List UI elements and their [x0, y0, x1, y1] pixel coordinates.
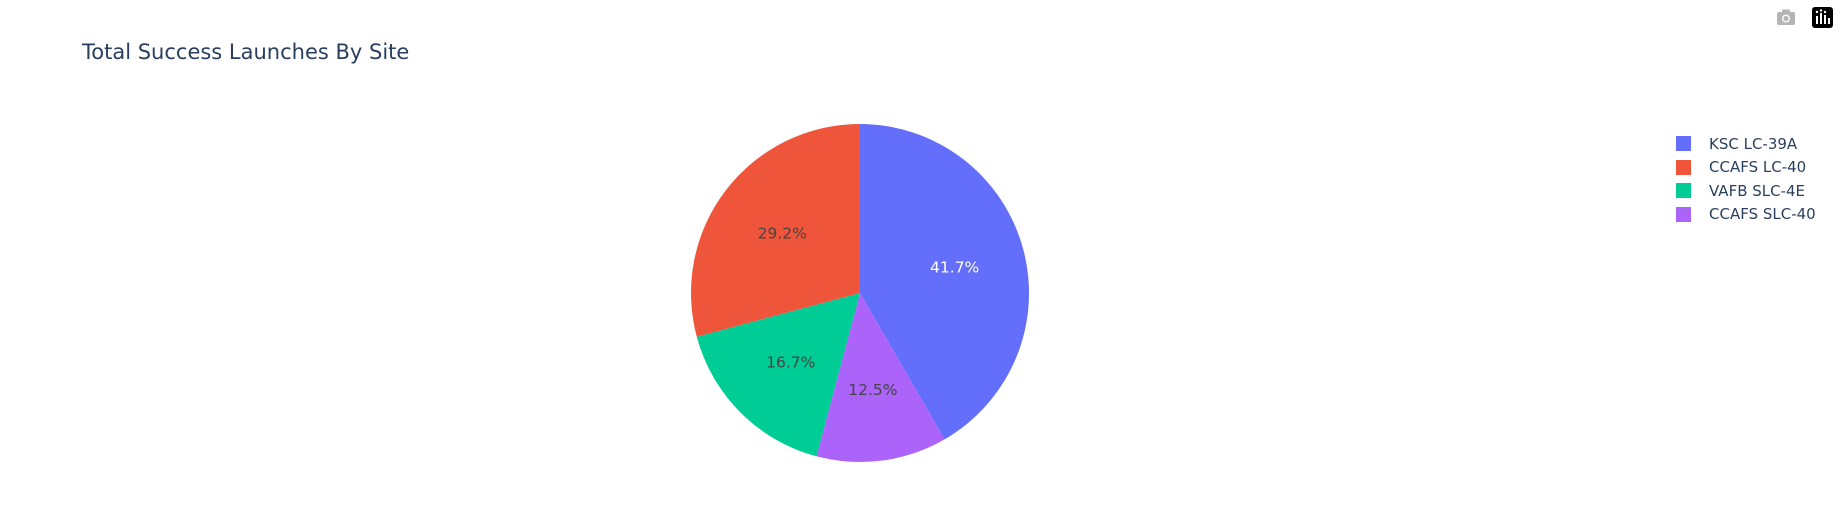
download-plot-button[interactable] — [1775, 6, 1797, 28]
legend-swatch — [1676, 159, 1691, 175]
legend-item-ksc-lc-39a[interactable]: KSC LC-39A — [1676, 132, 1816, 156]
legend-swatch — [1676, 206, 1691, 222]
legend-swatch — [1676, 183, 1691, 199]
legend-item-ccafs-slc-40[interactable]: CCAFS SLC-40 — [1676, 203, 1816, 227]
legend-label: VAFB SLC-4E — [1709, 181, 1806, 200]
legend-label: KSC LC-39A — [1709, 134, 1798, 153]
legend: KSC LC-39A CCAFS LC-40 VAFB SLC-4E CCAFS… — [1676, 132, 1816, 226]
legend-label: CCAFS SLC-40 — [1709, 205, 1816, 224]
chart-title: Total Success Launches By Site — [82, 40, 410, 64]
pie-slice-ksc-lc-39a[interactable] — [860, 124, 1029, 440]
modebar — [1775, 6, 1833, 28]
slice-label: 16.7% — [766, 353, 815, 371]
slice-label: 12.5% — [848, 381, 897, 399]
legend-item-ccafs-lc-40[interactable]: CCAFS LC-40 — [1676, 156, 1816, 180]
slice-label: 29.2% — [758, 224, 807, 242]
slice-label: 41.7% — [930, 259, 979, 277]
plotly-logo-icon — [1811, 6, 1833, 28]
plotly-logo-button[interactable] — [1811, 6, 1833, 28]
legend-item-vafb-slc-4e[interactable]: VAFB SLC-4E — [1676, 179, 1816, 203]
legend-swatch — [1676, 136, 1691, 152]
pie-slice-ccafs-lc-40[interactable] — [690, 124, 860, 337]
legend-label: CCAFS LC-40 — [1709, 158, 1807, 177]
pie-slice-vafb-slc-4e[interactable] — [696, 293, 860, 457]
pie-slice-ccafs-slc-40[interactable] — [816, 293, 945, 462]
camera-icon — [1777, 9, 1795, 25]
